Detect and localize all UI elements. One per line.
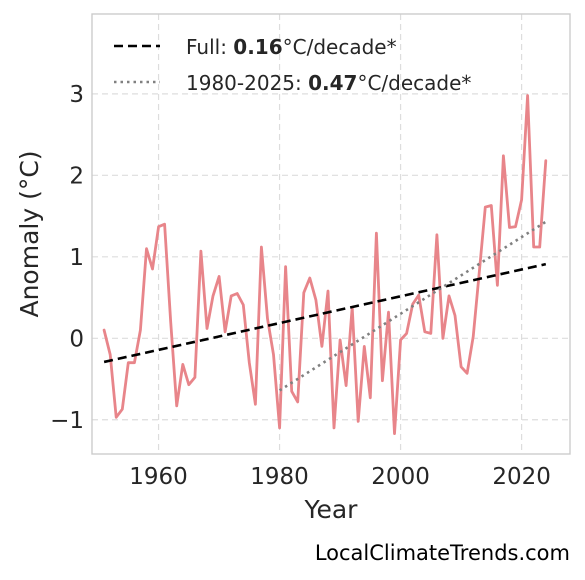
plot-frame xyxy=(91,13,571,455)
watermark: LocalClimateTrends.com xyxy=(315,541,570,565)
y-tick-label: 1 xyxy=(69,245,84,271)
legend-recent-value: 0.47 xyxy=(308,71,357,95)
legend-recent-prefix: 1980-2025: xyxy=(186,71,308,95)
x-tick-label: 2020 xyxy=(492,464,551,490)
legend-label-recent: 1980-2025: 0.47°C/decade* xyxy=(186,71,471,95)
y-tick-label: 3 xyxy=(69,82,84,108)
trendline-1980-2025 xyxy=(278,220,547,392)
x-axis-label: Year xyxy=(304,495,359,524)
legend-label-full: Full: 0.16°C/decade* xyxy=(186,35,397,59)
y-tick-label: −1 xyxy=(50,408,84,434)
legend-full-prefix: Full: xyxy=(186,35,233,59)
data-series xyxy=(102,94,548,436)
legend: Full: 0.16°C/decade* 1980-2025: 0.47°C/d… xyxy=(114,35,471,95)
legend-full-suffix: °C/decade* xyxy=(283,35,397,59)
trendline-full xyxy=(103,262,547,364)
y-axis-label: Anomaly (°C) xyxy=(15,150,44,317)
x-tick-label: 1960 xyxy=(129,464,188,490)
legend-full-value: 0.16 xyxy=(233,35,282,59)
x-tick-label: 2000 xyxy=(371,464,430,490)
y-tick-label: 2 xyxy=(69,163,84,189)
trendlines xyxy=(103,220,547,392)
tick-labels: 1960 1980 2000 2020 −1 0 1 2 3 xyxy=(50,82,551,490)
anomaly-series-line xyxy=(102,94,548,436)
x-tick-label: 1980 xyxy=(250,464,309,490)
legend-recent-suffix: °C/decade* xyxy=(357,71,471,95)
y-tick-label: 0 xyxy=(69,326,84,352)
